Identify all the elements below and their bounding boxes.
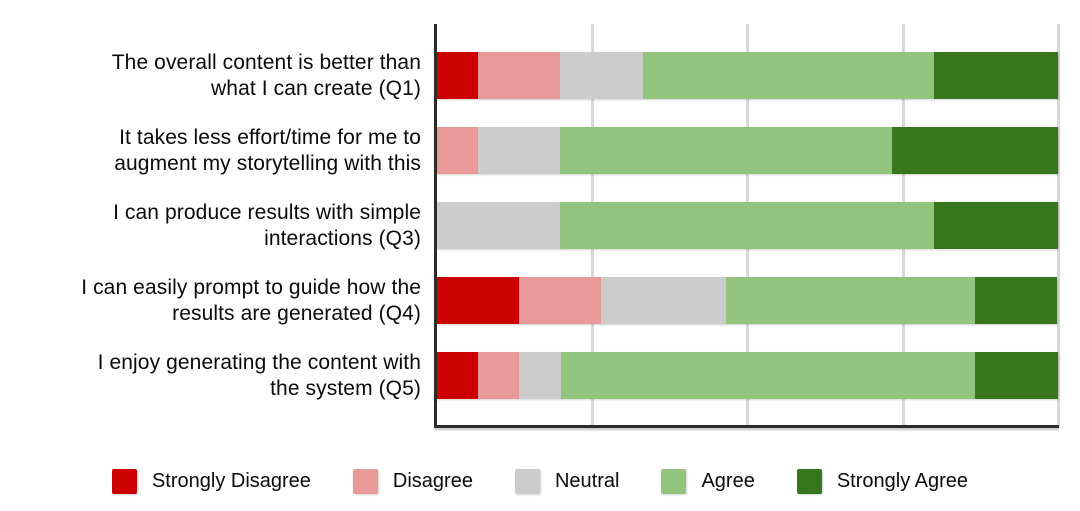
bar-segment-strongly-agree [975, 352, 1058, 399]
bar-segment-agree [560, 202, 934, 249]
bar-segment-neutral [519, 352, 562, 399]
gridline-100pct [1057, 24, 1060, 427]
bar-row-q5 [436, 352, 1058, 399]
bar-segment-agree [643, 52, 934, 99]
bar-segment-strongly-disagree [436, 352, 478, 399]
bar-row-q1 [436, 52, 1058, 99]
x-axis-line [434, 425, 1059, 428]
bar-segment-agree [725, 277, 975, 324]
category-label-q1: The overall content is better than what I… [0, 50, 421, 102]
bar-segment-neutral [601, 277, 726, 324]
category-label-line: results are generated (Q4) [172, 301, 421, 325]
bar-segment-strongly-disagree [436, 52, 478, 99]
bar-segment-disagree [436, 127, 478, 174]
category-label-line: the system (Q5) [270, 376, 421, 400]
legend-label: Agree [701, 469, 755, 492]
legend-swatch [796, 468, 822, 494]
bar-segment-strongly-agree [891, 127, 1058, 174]
category-label-q2: It takes less effort/time for me to augme… [0, 125, 421, 177]
bar-segment-agree [561, 352, 976, 399]
bar-row-q3 [436, 202, 1058, 249]
legend-label: Disagree [392, 469, 473, 492]
category-label-line: The overall content is better than [111, 50, 421, 74]
bar-segment-strongly-agree [974, 277, 1058, 324]
bar-segment-disagree [477, 52, 561, 99]
legend-label: Strongly Agree [836, 469, 969, 492]
category-label-line: augment my storytelling with this [114, 151, 421, 175]
bar-segment-disagree [518, 277, 602, 324]
category-label-q3: I can produce results with simple interac… [0, 200, 421, 252]
legend-swatch [514, 468, 540, 494]
legend-item-strongly-disagree: Strongly Disagree [111, 468, 311, 494]
category-label-q4: I can easily prompt to guide how the resu… [0, 275, 421, 327]
legend-item-neutral: Neutral [514, 468, 620, 494]
category-label-line: interactions (Q3) [264, 226, 421, 250]
plot-area [436, 24, 1060, 427]
category-label-line: I enjoy generating the content with [97, 350, 421, 374]
bar-row-q4 [436, 277, 1058, 324]
category-label-line: It takes less effort/time for me to [119, 125, 421, 149]
legend-item-disagree: Disagree [352, 468, 473, 494]
legend-swatch [661, 468, 687, 494]
legend-item-agree: Agree [661, 468, 755, 494]
bar-segment-neutral [477, 127, 561, 174]
legend-swatch [111, 468, 137, 494]
legend-label: Strongly Disagree [151, 469, 311, 492]
bar-segment-neutral [436, 202, 561, 249]
legend-swatch [352, 468, 378, 494]
bar-row-q2 [436, 127, 1058, 174]
category-label-q5: I enjoy generating the content with the s… [0, 350, 421, 402]
category-label-line: I can easily prompt to guide how the [81, 275, 421, 299]
legend-label: Neutral [554, 469, 620, 492]
bar-segment-strongly-agree [933, 202, 1058, 249]
bar-segment-strongly-disagree [436, 277, 519, 324]
legend: Strongly Disagree Disagree Neutral Agree Str… [0, 466, 1080, 496]
legend-item-strongly-agree: Strongly Agree [796, 468, 969, 494]
y-axis-line [434, 24, 437, 428]
category-label-line: I can produce results with simple [113, 200, 421, 224]
category-label-line: what I can create (Q1) [211, 76, 421, 100]
bar-segment-strongly-agree [933, 52, 1058, 99]
bar-segment-agree [560, 127, 892, 174]
bar-segment-disagree [477, 352, 520, 399]
bar-segment-neutral [560, 52, 644, 99]
